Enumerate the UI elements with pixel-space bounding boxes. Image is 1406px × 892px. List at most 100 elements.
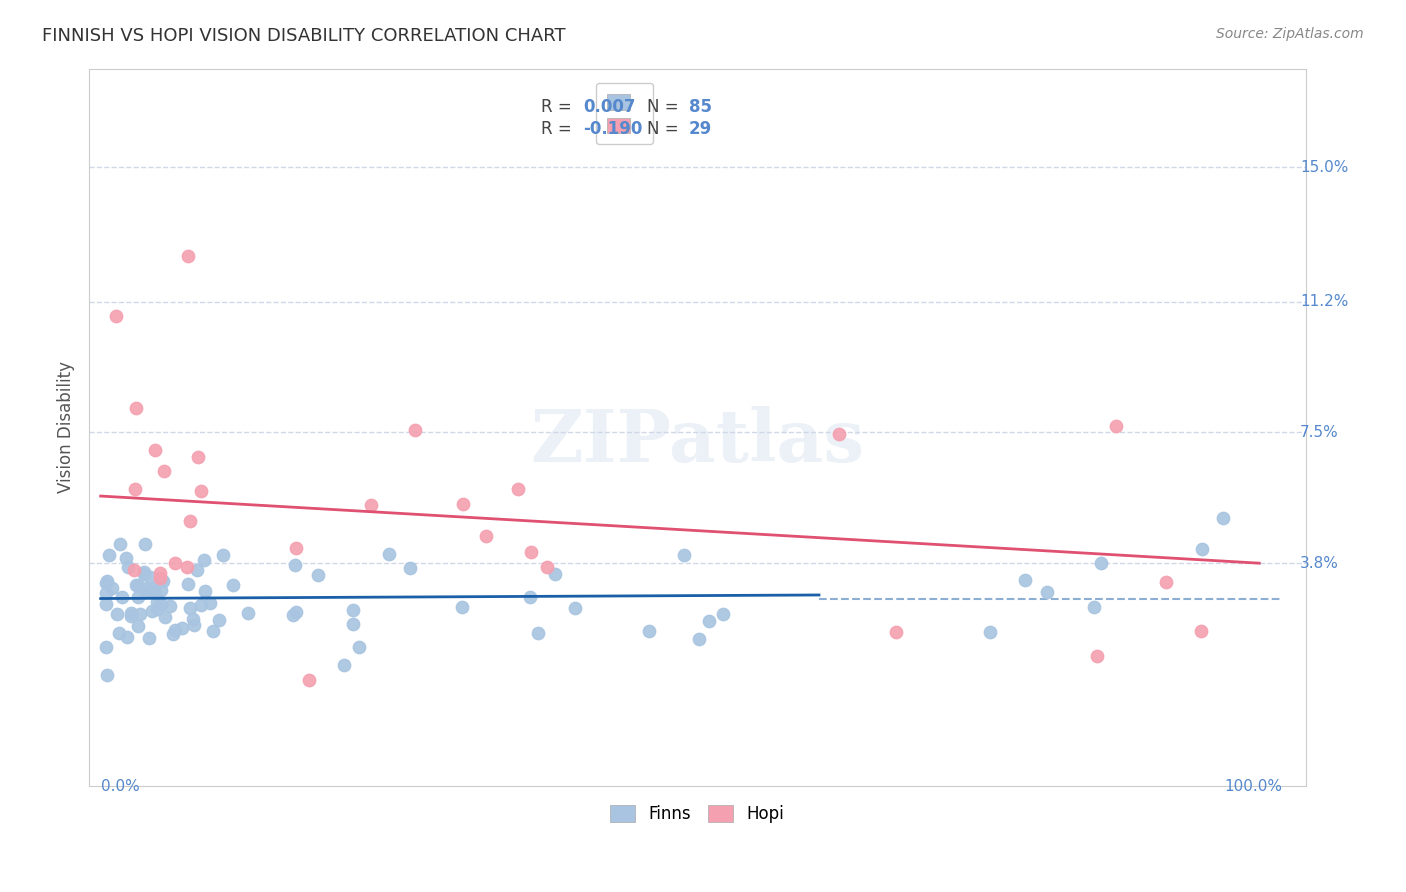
- Point: [120, 608, 142, 623]
- Point: [153, 610, 176, 624]
- Point: [96, 597, 118, 611]
- Point: [404, 423, 426, 437]
- Legend: Finns, Hopi: Finns, Hopi: [599, 793, 796, 835]
- Text: Source: ZipAtlas.com: Source: ZipAtlas.com: [1216, 27, 1364, 41]
- Point: [152, 464, 174, 478]
- Y-axis label: Vision Disability: Vision Disability: [58, 361, 75, 493]
- Point: [544, 566, 567, 581]
- Point: [149, 566, 172, 581]
- Point: [162, 626, 184, 640]
- Point: [149, 571, 172, 585]
- Point: [1085, 649, 1108, 664]
- Point: [399, 561, 422, 575]
- Point: [181, 612, 204, 626]
- Point: [884, 624, 907, 639]
- Point: [187, 450, 209, 464]
- Point: [284, 605, 307, 619]
- Point: [212, 548, 235, 562]
- Point: [139, 585, 162, 599]
- Point: [145, 583, 167, 598]
- Point: [96, 667, 118, 681]
- Point: [124, 401, 146, 415]
- Point: [159, 599, 181, 613]
- Point: [1212, 511, 1234, 525]
- Point: [141, 605, 163, 619]
- Point: [132, 566, 155, 581]
- Point: [127, 591, 149, 605]
- Point: [186, 563, 208, 577]
- Point: [190, 598, 212, 612]
- Point: [111, 590, 134, 604]
- Point: [124, 482, 146, 496]
- Point: [298, 673, 321, 687]
- Point: [163, 556, 186, 570]
- Point: [475, 529, 498, 543]
- Point: [128, 607, 150, 621]
- Point: [638, 624, 661, 638]
- Point: [508, 482, 530, 496]
- Point: [134, 537, 156, 551]
- Point: [1154, 575, 1177, 590]
- Text: 0.0%: 0.0%: [101, 779, 139, 794]
- Text: 100.0%: 100.0%: [1225, 779, 1282, 794]
- Point: [238, 606, 260, 620]
- Point: [138, 631, 160, 645]
- Point: [333, 658, 356, 673]
- Point: [1083, 599, 1105, 614]
- Point: [1191, 624, 1213, 638]
- Point: [172, 621, 194, 635]
- Point: [105, 607, 128, 622]
- Point: [108, 537, 131, 551]
- Point: [564, 600, 586, 615]
- Point: [179, 514, 201, 528]
- Point: [108, 625, 131, 640]
- Point: [149, 598, 172, 612]
- Point: [536, 560, 558, 574]
- Text: N =: N =: [647, 98, 678, 116]
- Point: [177, 249, 200, 263]
- Point: [101, 581, 124, 595]
- Text: 7.5%: 7.5%: [1299, 425, 1339, 440]
- Point: [828, 427, 851, 442]
- Point: [527, 626, 550, 640]
- Point: [190, 484, 212, 499]
- Text: R =: R =: [541, 120, 572, 138]
- Point: [688, 632, 710, 647]
- Point: [519, 545, 541, 559]
- Point: [1105, 419, 1128, 434]
- Point: [96, 574, 118, 588]
- Point: [142, 581, 165, 595]
- Text: R =: R =: [541, 98, 572, 116]
- Point: [342, 617, 364, 632]
- Point: [349, 640, 371, 654]
- Point: [125, 578, 148, 592]
- Text: 3.8%: 3.8%: [1299, 556, 1339, 571]
- Text: N =: N =: [647, 120, 678, 138]
- Point: [96, 575, 118, 590]
- Point: [1191, 542, 1213, 557]
- Point: [194, 584, 217, 599]
- Text: 11.2%: 11.2%: [1299, 294, 1348, 310]
- Point: [115, 550, 138, 565]
- Point: [200, 596, 222, 610]
- Point: [378, 547, 401, 561]
- Point: [136, 582, 159, 596]
- Text: 0.007: 0.007: [583, 98, 636, 116]
- Point: [176, 577, 198, 591]
- Point: [1014, 573, 1036, 587]
- Point: [165, 623, 187, 637]
- Point: [179, 601, 201, 615]
- Point: [146, 595, 169, 609]
- Point: [222, 578, 245, 592]
- Point: [127, 578, 149, 592]
- Point: [183, 618, 205, 632]
- Point: [208, 613, 231, 627]
- Point: [281, 608, 304, 623]
- Point: [96, 640, 118, 655]
- Point: [285, 541, 308, 556]
- Point: [202, 624, 225, 639]
- Point: [672, 548, 695, 562]
- Point: [120, 607, 142, 621]
- Point: [979, 625, 1001, 640]
- Point: [711, 607, 734, 622]
